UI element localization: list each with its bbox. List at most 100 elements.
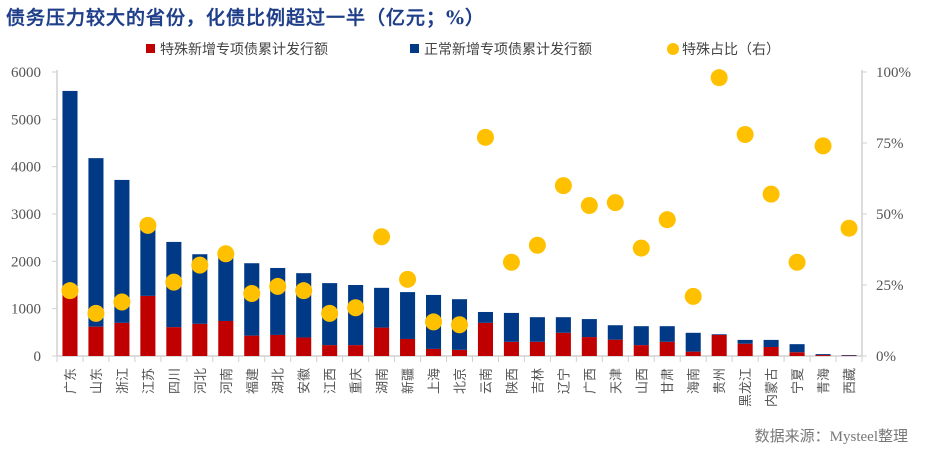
- bar-special-陕西: [503, 341, 519, 356]
- bar-special-上海: [426, 348, 442, 356]
- category-label: 江苏: [141, 368, 157, 394]
- left-tick-label: 2000: [11, 254, 41, 270]
- left-tick-label: 5000: [11, 112, 41, 128]
- category-label: 湖北: [272, 368, 287, 394]
- legend-marker: [667, 43, 679, 55]
- ratio-point-安徽: [295, 282, 313, 300]
- ratio-point-湖南: [373, 228, 391, 246]
- category-label: 辽宁: [556, 368, 572, 394]
- right-tick-label: 75%: [876, 136, 904, 152]
- chart-title: 债务压力较大的省份，化债比例超过一半（亿元；%）: [6, 7, 486, 29]
- ratio-point-青海: [814, 137, 832, 155]
- left-tick-label: 4000: [11, 160, 41, 176]
- bar-normal-辽宁: [555, 317, 571, 333]
- category-label: 福建: [246, 368, 261, 394]
- ratio-point-福建: [243, 285, 261, 303]
- bar-special-江苏: [140, 295, 156, 356]
- category-label: 内蒙古: [764, 368, 780, 407]
- bar-normal-内蒙古: [763, 339, 779, 348]
- bar-special-安徽: [296, 337, 312, 356]
- bar-normal-贵州: [711, 334, 727, 335]
- bar-normal-江苏: [140, 225, 156, 296]
- bar-normal-湖南: [374, 287, 390, 328]
- bar-special-福建: [244, 335, 260, 356]
- category-label: 河南: [219, 368, 235, 394]
- bar-special-四川: [166, 327, 182, 356]
- left-tick-label: 3000: [11, 207, 41, 223]
- bar-special-河南: [218, 320, 234, 356]
- legend-label: 特殊占比（右）: [682, 42, 780, 58]
- bar-normal-吉林: [529, 317, 545, 342]
- category-label: 浙江: [116, 368, 131, 394]
- bar-special-新疆: [400, 338, 416, 356]
- ratio-point-北京: [451, 316, 468, 334]
- bar-normal-青海: [815, 354, 831, 356]
- ratio-point-新疆: [399, 270, 417, 288]
- ratio-point-四川: [165, 273, 183, 291]
- category-label: 黑龙江: [739, 368, 754, 407]
- bar-special-河北: [192, 323, 208, 356]
- category-label: 上海: [428, 368, 443, 394]
- bar-special-青海: [815, 355, 831, 356]
- right-tick-label: 100%: [876, 65, 911, 81]
- ratio-point-山西: [632, 239, 650, 257]
- bar-normal-广西: [581, 319, 597, 338]
- ratio-point-山东: [87, 304, 105, 322]
- bar-normal-云南: [477, 311, 493, 323]
- ratio-point-河北: [191, 256, 209, 274]
- bar-special-天津: [607, 339, 623, 356]
- ratio-point-陕西: [502, 253, 520, 271]
- ratio-point-宁夏: [788, 253, 806, 271]
- bar-special-浙江: [114, 322, 130, 356]
- ratio-point-海南: [684, 287, 702, 305]
- bar-special-黑龙江: [737, 343, 753, 356]
- bar-special-辽宁: [555, 332, 571, 356]
- category-label: 安徽: [298, 368, 313, 394]
- bar-special-湖北: [270, 334, 286, 356]
- bar-normal-山西: [633, 326, 649, 346]
- left-tick-label: 0: [34, 349, 42, 365]
- category-label: 四川: [168, 368, 183, 394]
- bar-special-北京: [451, 349, 468, 356]
- category-label: 河北: [194, 368, 209, 394]
- category-label: 云南: [478, 368, 494, 394]
- category-label: 吉林: [531, 368, 546, 394]
- ratio-point-重庆: [347, 299, 365, 317]
- bar-normal-海南: [685, 332, 701, 352]
- ratio-point-天津: [606, 194, 624, 212]
- category-label: 天津: [609, 368, 624, 394]
- ratio-point-湖北: [269, 277, 287, 295]
- bar-special-重庆: [348, 345, 364, 356]
- ratio-point-内蒙古: [762, 185, 780, 203]
- bar-special-山西: [633, 345, 649, 356]
- category-label: 陕西: [505, 368, 520, 394]
- ratio-point-黑龙江: [736, 125, 754, 143]
- bar-normal-广东: [62, 90, 78, 294]
- category-label: 北京: [454, 368, 469, 394]
- bar-special-宁夏: [789, 352, 805, 356]
- category-label: 贵州: [713, 368, 728, 394]
- category-label: 山东: [90, 368, 105, 394]
- right-tick-label: 50%: [876, 207, 904, 223]
- ratio-point-吉林: [528, 236, 546, 254]
- bar-normal-甘肃: [659, 326, 675, 342]
- bar-normal-浙江: [114, 179, 130, 323]
- bar-special-云南: [477, 322, 493, 356]
- bar-special-甘肃: [659, 341, 675, 356]
- category-label: 新疆: [401, 368, 417, 394]
- ratio-point-广东: [61, 282, 79, 300]
- ratio-point-甘肃: [658, 211, 676, 229]
- bar-special-广西: [581, 337, 597, 356]
- ratio-point-河南: [217, 245, 235, 263]
- ratio-point-江西: [321, 304, 339, 322]
- ratio-point-浙江: [113, 293, 131, 311]
- category-label: 湖南: [375, 368, 391, 394]
- category-label: 海南: [686, 368, 702, 394]
- ratio-point-上海: [425, 313, 443, 331]
- category-label: 西藏: [843, 368, 858, 394]
- bar-special-内蒙古: [763, 347, 779, 356]
- legend-label: 特殊新增专项债累计发行额: [160, 42, 328, 58]
- left-tick-label: 1000: [11, 302, 41, 318]
- left-tick-label: 6000: [11, 65, 41, 81]
